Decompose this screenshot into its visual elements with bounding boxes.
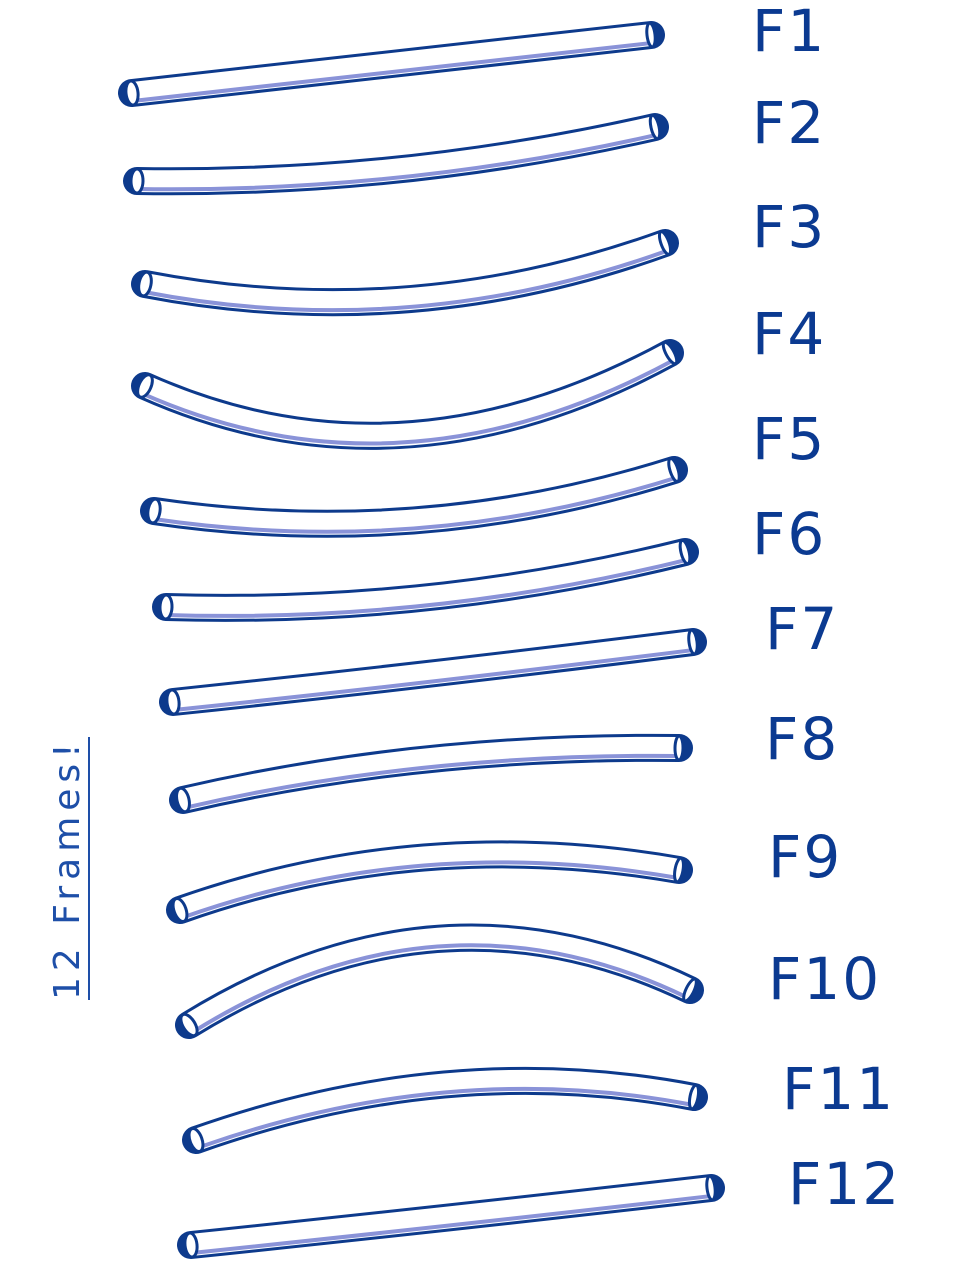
rod-right-end [645, 21, 657, 49]
rod-right-end [661, 340, 679, 366]
frame-label-3: F3 [752, 193, 827, 261]
frame-label-5: F5 [752, 405, 827, 473]
rod-left-end [183, 1231, 199, 1259]
frame-label-9: F9 [768, 823, 843, 891]
rod-right-end [657, 230, 673, 256]
rod-left-end [136, 373, 154, 399]
rod-left-end [129, 167, 145, 195]
rod-left-end [124, 79, 140, 107]
rod-frame-1 [118, 21, 665, 107]
frame-label-10: F10 [768, 945, 882, 1013]
rod-left-end [179, 1012, 199, 1038]
rod-left-end [158, 593, 174, 621]
rod-left-end [137, 270, 153, 298]
rod-right-end [673, 734, 685, 762]
rod-right-end [667, 456, 681, 484]
rod-left-end [187, 1127, 205, 1153]
rod-frame-7 [159, 628, 707, 716]
frame-label-1: F1 [752, 0, 827, 65]
rod-frame-3 [131, 229, 679, 317]
frame-label-4: F4 [752, 300, 827, 368]
rod-frame-10 [175, 923, 704, 1039]
rod-left-end [165, 688, 181, 716]
frame-count-note: 12 Frames! [47, 737, 90, 1000]
rod-frame-8 [169, 733, 693, 814]
rod-left-end [171, 897, 189, 923]
rod-left-end [175, 786, 191, 814]
frame-label-12: F12 [788, 1150, 902, 1218]
rod-frame-11 [182, 1066, 708, 1154]
frame-label-6: F6 [752, 500, 827, 568]
rod-frame-2 [123, 113, 669, 196]
rod-right-end [705, 1174, 717, 1202]
rod-frame-5 [140, 456, 688, 538]
rod-right-end [682, 977, 698, 1003]
rod-right-end [687, 1083, 701, 1111]
rod-right-end [678, 538, 692, 566]
rod-frame-9 [166, 840, 693, 924]
rod-right-end [687, 628, 699, 656]
rod-right-end [673, 856, 685, 884]
rod-left-end [146, 497, 162, 525]
rod-frame-6 [152, 538, 699, 622]
frame-label-7: F7 [765, 595, 840, 663]
frame-label-2: F2 [752, 89, 827, 157]
rod-frame-12 [177, 1174, 725, 1259]
rod-frame-4 [131, 339, 684, 450]
rod-right-end [648, 113, 662, 141]
frame-label-11: F11 [782, 1055, 896, 1123]
frame-label-8: F8 [765, 705, 840, 773]
